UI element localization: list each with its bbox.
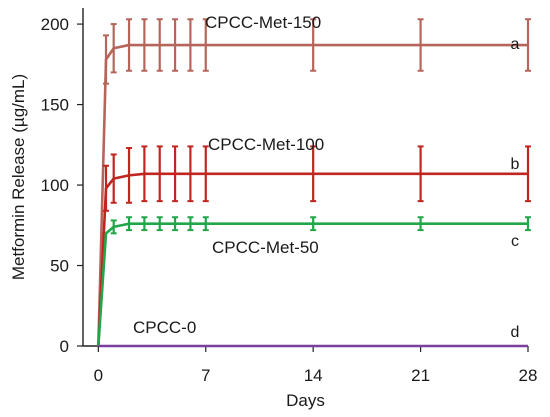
series-label-cpcc-met-150: CPCC-Met-150 (205, 13, 321, 32)
x-tick-label: 21 (411, 366, 430, 385)
y-axis-title: Metformin Release (µg/mL) (9, 74, 28, 280)
x-tick-label: 14 (304, 366, 323, 385)
y-tick-label: 150 (41, 96, 69, 115)
series-line (97, 43, 528, 347)
x-tick-label: 0 (94, 366, 103, 385)
y-tick-label: 100 (41, 176, 69, 195)
series-line (97, 172, 528, 347)
x-tick-label: 28 (519, 366, 538, 385)
series-cpcc-met-150 (97, 18, 531, 347)
y-tick-label: 50 (50, 257, 69, 276)
series-label-cpcc-0: CPCC-0 (133, 318, 196, 337)
chart-labels: CPCC-Met-150 a CPCC-Met-100 b CPCC-Met-50 c CP… (133, 13, 520, 341)
series-cpcc-met-100 (97, 145, 531, 347)
x-axis-title: Days (286, 391, 325, 410)
series-letter-d: d (511, 324, 520, 341)
series-letter-b: b (511, 156, 520, 173)
series-letter-c: c (511, 233, 519, 250)
series-label-cpcc-met-100: CPCC-Met-100 (208, 135, 324, 154)
series-letter-a: a (511, 36, 520, 53)
series-label-cpcc-met-50: CPCC-Met-50 (212, 238, 319, 257)
y-tick-label: 200 (41, 15, 69, 34)
series-cpcc-met-50 (97, 216, 531, 347)
x-tick-label: 7 (201, 366, 210, 385)
chart-series (97, 18, 531, 348)
y-tick-label: 0 (60, 337, 69, 356)
chart-ticks: 0 50 100 150 200 0 7 14 21 28 (41, 15, 538, 385)
series-line (97, 222, 528, 347)
chart-axes (82, 8, 528, 347)
